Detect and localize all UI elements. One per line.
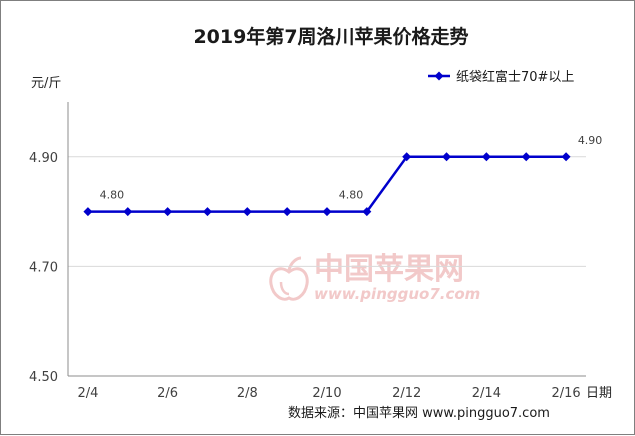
data-point [322, 207, 332, 217]
data-point [202, 207, 212, 217]
data-point [123, 207, 133, 217]
x-tick-label: 2/8 [237, 386, 258, 401]
x-tick-label: 2/10 [312, 386, 341, 401]
y-axis-label: 元/斤 [31, 76, 61, 91]
y-tick-labels: 4.50 4.70 4.90 [29, 151, 58, 385]
axes [67, 102, 586, 377]
legend: 纸袋红富士70#以上 [428, 69, 574, 85]
data-source-note: 数据来源：中国苹果网 www.pingguo7.com [288, 406, 550, 421]
data-point [561, 152, 571, 162]
data-labels: 4.80 4.80 4.90 [100, 134, 603, 202]
data-point [83, 207, 93, 217]
x-tick-label: 2/6 [157, 386, 178, 401]
data-point [521, 152, 531, 162]
y-tick-label: 4.90 [29, 151, 58, 166]
watermark-site-name: 中国苹果网 [314, 252, 464, 287]
data-point [362, 207, 372, 217]
x-tick-labels: 2/4 2/6 2/8 2/10 2/12 2/14 2/16 [77, 386, 580, 401]
data-label: 4.80 [100, 189, 125, 202]
data-point [282, 207, 292, 217]
legend-diamond-marker [434, 71, 444, 81]
series-layer [83, 152, 571, 217]
y-tick-label: 4.50 [29, 370, 58, 385]
data-label: 4.90 [578, 134, 603, 147]
apple-logo-icon [269, 256, 309, 301]
x-tick-label: 2/16 [551, 386, 580, 401]
x-tick-label: 2/14 [472, 386, 501, 401]
series-line [87, 155, 567, 213]
watermark-url: www.pingguo7.com [314, 285, 480, 303]
chart-title: 2019年第7周洛川苹果价格走势 [193, 25, 468, 48]
data-point [442, 152, 452, 162]
watermark: 中国苹果网 www.pingguo7.com [269, 252, 480, 303]
x-tick-label: 2/4 [77, 386, 98, 401]
data-point [163, 207, 173, 217]
x-tick-label: 2/12 [392, 386, 421, 401]
data-point [481, 152, 491, 162]
data-point [242, 207, 252, 217]
data-label: 4.80 [339, 189, 364, 202]
y-tick-label: 4.70 [29, 260, 58, 275]
x-axis-label: 日期 [586, 386, 612, 401]
legend-label: 纸袋红富士70#以上 [456, 69, 574, 85]
data-point [402, 152, 412, 162]
